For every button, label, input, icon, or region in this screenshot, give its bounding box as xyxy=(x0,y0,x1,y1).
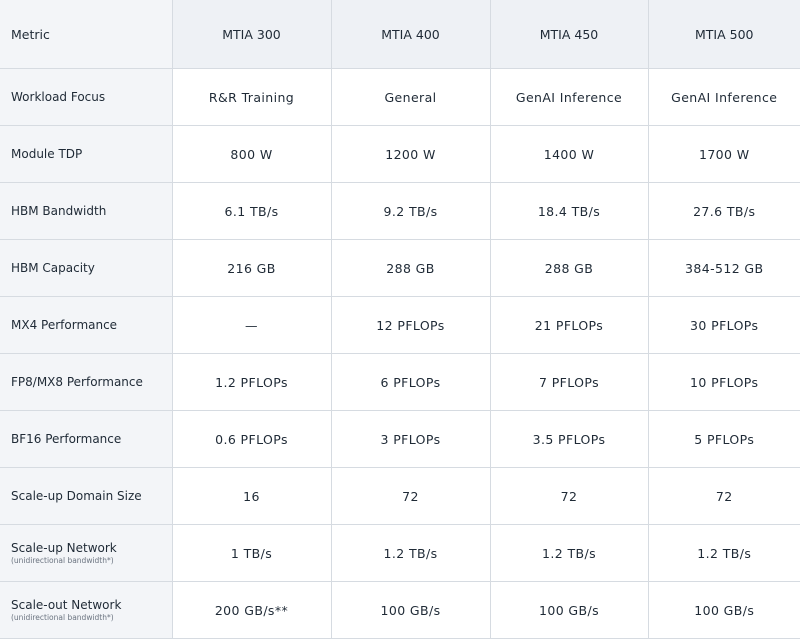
metric-cell: MX4 Performance xyxy=(0,296,173,354)
value-cell: 9.2 TB/s xyxy=(331,182,491,240)
metric-cell: Scale-out Network (unidirectional bandwid… xyxy=(0,581,173,639)
metric-label: Scale-out Network xyxy=(11,598,122,612)
table-row: Module TDP 800 W 1200 W 1400 W 1700 W xyxy=(0,125,800,183)
metric-label: Workload Focus xyxy=(11,90,106,104)
metric-cell: FP8/MX8 Performance xyxy=(0,353,173,411)
value-cell: General xyxy=(331,68,491,126)
column-header: MTIA 450 xyxy=(490,0,649,69)
table-row: HBM Capacity 216 GB 288 GB 288 GB 384-512 GB xyxy=(0,239,800,297)
value-cell: 1 TB/s xyxy=(172,524,332,582)
value-cell: 0.6 PFLOPs xyxy=(172,410,332,468)
value-cell: 800 W xyxy=(172,125,332,183)
metric-cell: BF16 Performance xyxy=(0,410,173,468)
value-cell: 1.2 TB/s xyxy=(331,524,491,582)
metric-cell: Scale-up Network (unidirectional bandwidt… xyxy=(0,524,173,582)
value-cell: 7 PFLOPs xyxy=(490,353,649,411)
value-cell: 1.2 TB/s xyxy=(648,524,800,582)
metric-label: BF16 Performance xyxy=(11,432,122,446)
value-cell: 100 GB/s xyxy=(490,581,649,639)
value-cell: 1400 W xyxy=(490,125,649,183)
value-cell: 5 PFLOPs xyxy=(648,410,800,468)
value-cell: 21 PFLOPs xyxy=(490,296,649,354)
value-cell: 3.5 PFLOPs xyxy=(490,410,649,468)
column-header: MTIA 500 xyxy=(648,0,800,69)
value-cell: GenAI Inference xyxy=(490,68,649,126)
value-cell: 384-512 GB xyxy=(648,239,800,297)
metric-label: Module TDP xyxy=(11,147,83,161)
table-row: Scale-up Network (unidirectional bandwidt… xyxy=(0,524,800,582)
value-cell: 3 PFLOPs xyxy=(331,410,491,468)
table-row: Scale-up Domain Size 16 72 72 72 xyxy=(0,467,800,525)
metric-label: HBM Bandwidth xyxy=(11,204,107,218)
metric-cell: Module TDP xyxy=(0,125,173,183)
value-cell: 100 GB/s xyxy=(331,581,491,639)
value-cell: 27.6 TB/s xyxy=(648,182,800,240)
table-row: FP8/MX8 Performance 1.2 PFLOPs 6 PFLOPs 7 P… xyxy=(0,353,800,411)
metric-note: (unidirectional bandwidth*) xyxy=(11,556,114,565)
value-cell: 1.2 TB/s xyxy=(490,524,649,582)
metric-cell: Scale-up Domain Size xyxy=(0,467,173,525)
header-row: Metric MTIA 300 MTIA 400 MTIA 450 MTIA 5… xyxy=(0,0,800,69)
value-cell: GenAI Inference xyxy=(648,68,800,126)
metric-label: FP8/MX8 Performance xyxy=(11,375,143,389)
metric-note: (unidirectional bandwidth*) xyxy=(11,613,114,622)
column-header: MTIA 300 xyxy=(172,0,332,69)
value-cell: 216 GB xyxy=(172,239,332,297)
value-cell: 200 GB/s** xyxy=(172,581,332,639)
value-cell: 10 PFLOPs xyxy=(648,353,800,411)
value-cell: 6 PFLOPs xyxy=(331,353,491,411)
column-header: MTIA 400 xyxy=(331,0,491,69)
value-cell: 6.1 TB/s xyxy=(172,182,332,240)
metric-cell: HBM Bandwidth xyxy=(0,182,173,240)
value-cell: 16 xyxy=(172,467,332,525)
value-cell: — xyxy=(172,296,332,354)
metric-label: HBM Capacity xyxy=(11,261,95,275)
value-cell: 18.4 TB/s xyxy=(490,182,649,240)
value-cell: 1700 W xyxy=(648,125,800,183)
metric-label: MX4 Performance xyxy=(11,318,118,332)
value-cell: 100 GB/s xyxy=(648,581,800,639)
value-cell: R&R Training xyxy=(172,68,332,126)
metric-cell: Workload Focus xyxy=(0,68,173,126)
value-cell: 288 GB xyxy=(331,239,491,297)
metric-label: Scale-up Domain Size xyxy=(11,489,142,503)
value-cell: 1.2 PFLOPs xyxy=(172,353,332,411)
value-cell: 72 xyxy=(648,467,800,525)
value-cell: 30 PFLOPs xyxy=(648,296,800,354)
value-cell: 12 PFLOPs xyxy=(331,296,491,354)
value-cell: 72 xyxy=(331,467,491,525)
column-header: Metric xyxy=(0,0,173,69)
value-cell: 288 GB xyxy=(490,239,649,297)
value-cell: 1200 W xyxy=(331,125,491,183)
table-row: HBM Bandwidth 6.1 TB/s 9.2 TB/s 18.4 TB/s 27… xyxy=(0,182,800,240)
table-row: Scale-out Network (unidirectional bandwid… xyxy=(0,581,800,639)
table-row: Workload Focus R&R Training General GenAI I… xyxy=(0,68,800,126)
metric-cell: HBM Capacity xyxy=(0,239,173,297)
metric-label: Scale-up Network xyxy=(11,541,117,555)
value-cell: 72 xyxy=(490,467,649,525)
table-row: MX4 Performance —12 PFLOPs 21 PFLOPs 30 PFL… xyxy=(0,296,800,354)
table-row: BF16 Performance 0.6 PFLOPs 3 PFLOPs 3.5 PF… xyxy=(0,410,800,468)
